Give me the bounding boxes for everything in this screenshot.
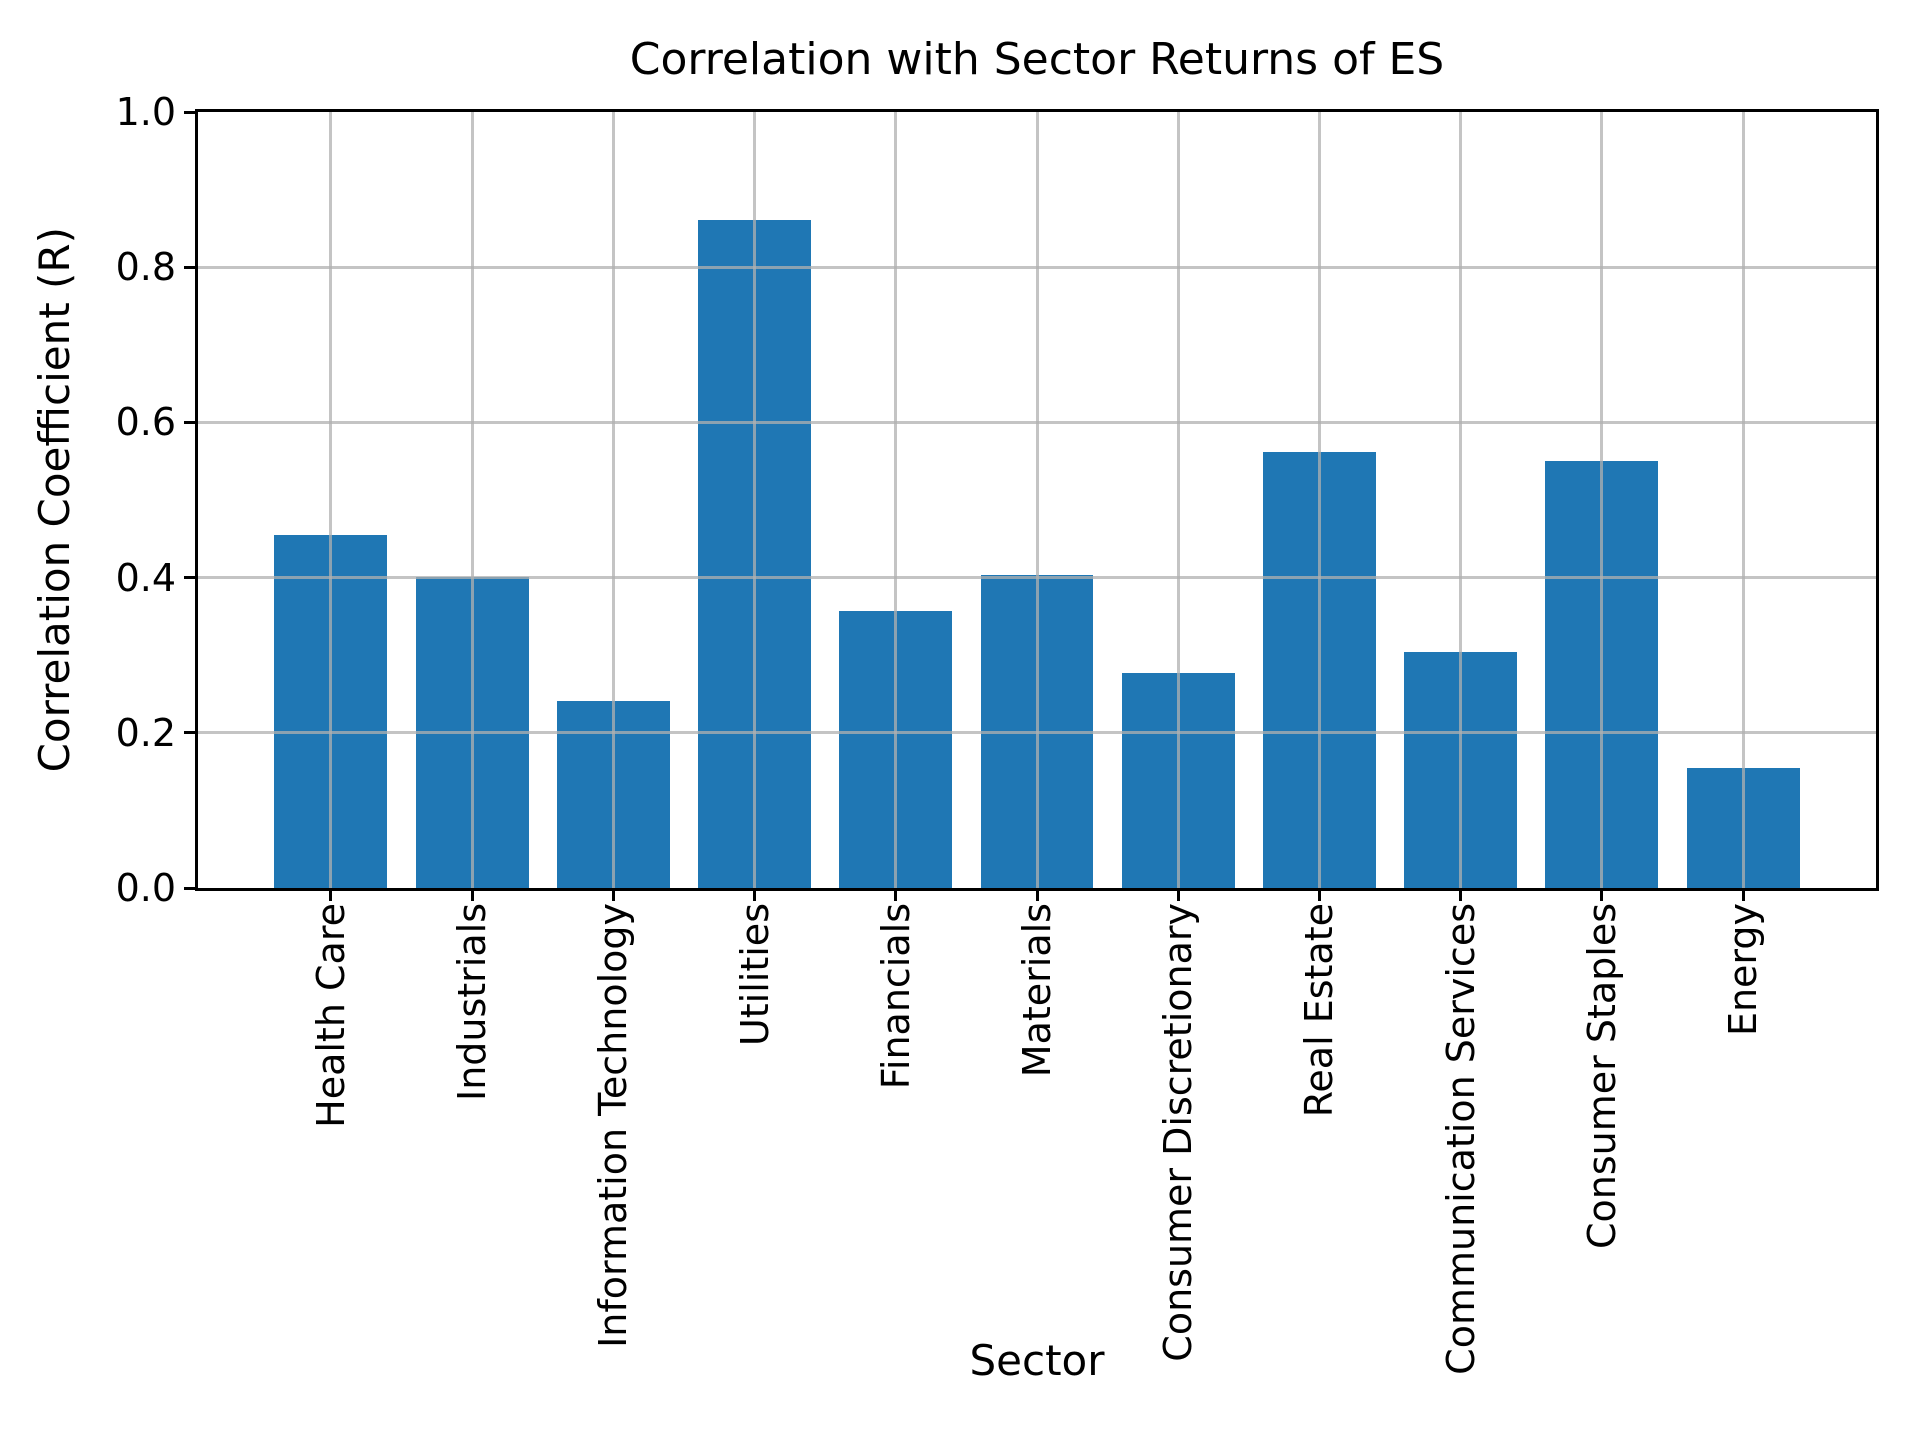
x-tick-label-wrap: Health Care — [301, 903, 361, 1128]
x-gridline — [1176, 112, 1180, 888]
y-tick-label: 0.2 — [115, 710, 176, 755]
x-tick-label-wrap: Materials — [1007, 903, 1067, 1077]
x-tick-label: Health Care — [308, 903, 353, 1128]
x-gridline — [1035, 112, 1039, 888]
y-tick-label: 0.0 — [115, 866, 176, 910]
x-tick-label-wrap: Consumer Discretionary — [1148, 903, 1208, 1362]
x-tick-mark — [611, 888, 615, 901]
x-tick-mark — [1317, 888, 1321, 901]
y-tick-mark — [184, 265, 198, 269]
x-gridline — [470, 112, 474, 888]
y-tick-mark — [184, 576, 198, 580]
x-tick-mark — [894, 888, 898, 901]
plot-area — [195, 109, 1879, 891]
x-tick-mark — [1035, 888, 1039, 901]
x-tick-label-wrap: Consumer Staples — [1572, 903, 1632, 1249]
x-tick-label: Consumer Discretionary — [1156, 903, 1201, 1362]
x-tick-label: Industrials — [450, 903, 495, 1102]
x-tick-label: Materials — [1015, 903, 1059, 1078]
y-axis-label-container: Correlation Coefficient (R) — [30, 112, 79, 888]
x-tick-mark — [470, 888, 474, 901]
y-tick-label: 1.0 — [115, 90, 176, 134]
x-tick-label: Real Estate — [1297, 903, 1342, 1118]
y-tick-label: 0.4 — [115, 555, 176, 600]
x-gridline — [611, 112, 615, 888]
x-tick-label: Financials — [873, 903, 918, 1090]
x-gridline — [329, 112, 333, 888]
x-axis-label: Sector — [969, 1336, 1105, 1385]
y-tick-mark — [184, 420, 198, 424]
x-tick-label-wrap: Information Technology — [583, 903, 643, 1348]
y-tick-mark — [184, 110, 198, 114]
x-gridline — [1741, 112, 1745, 888]
x-gridline — [753, 112, 756, 888]
x-tick-label-wrap: Energy — [1713, 903, 1773, 1036]
x-tick-label-wrap: Financials — [866, 903, 926, 1089]
y-tick-mark — [184, 886, 198, 890]
chart-title: Correlation with Sector Returns of ES — [629, 34, 1445, 85]
x-tick-label-wrap: Industrials — [442, 903, 502, 1101]
x-tick-label: Utilities — [732, 903, 777, 1047]
x-gridline — [1317, 112, 1321, 888]
x-tick-label-wrap: Utilities — [725, 903, 785, 1046]
x-tick-label: Energy — [1721, 903, 1766, 1037]
y-tick-mark — [184, 731, 198, 735]
x-tick-mark — [1741, 888, 1745, 901]
x-gridline — [894, 112, 898, 888]
x-tick-mark — [329, 888, 333, 901]
y-tick-label: 0.6 — [115, 400, 176, 445]
x-tick-mark — [1600, 888, 1604, 901]
x-gridline — [1600, 112, 1604, 888]
x-tick-label: Information Technology — [591, 903, 636, 1348]
x-tick-mark — [1176, 888, 1180, 901]
x-tick-mark — [753, 888, 756, 901]
x-tick-mark — [1459, 888, 1463, 901]
x-tick-label: Communication Services — [1438, 903, 1483, 1375]
x-tick-label-wrap: Communication Services — [1431, 903, 1491, 1375]
x-tick-label: Consumer Staples — [1579, 903, 1624, 1250]
x-gridline — [1459, 112, 1463, 888]
x-tick-label-wrap: Real Estate — [1289, 903, 1349, 1117]
y-tick-label: 0.8 — [115, 245, 176, 290]
y-axis-label: Correlation Coefficient (R) — [30, 227, 79, 773]
